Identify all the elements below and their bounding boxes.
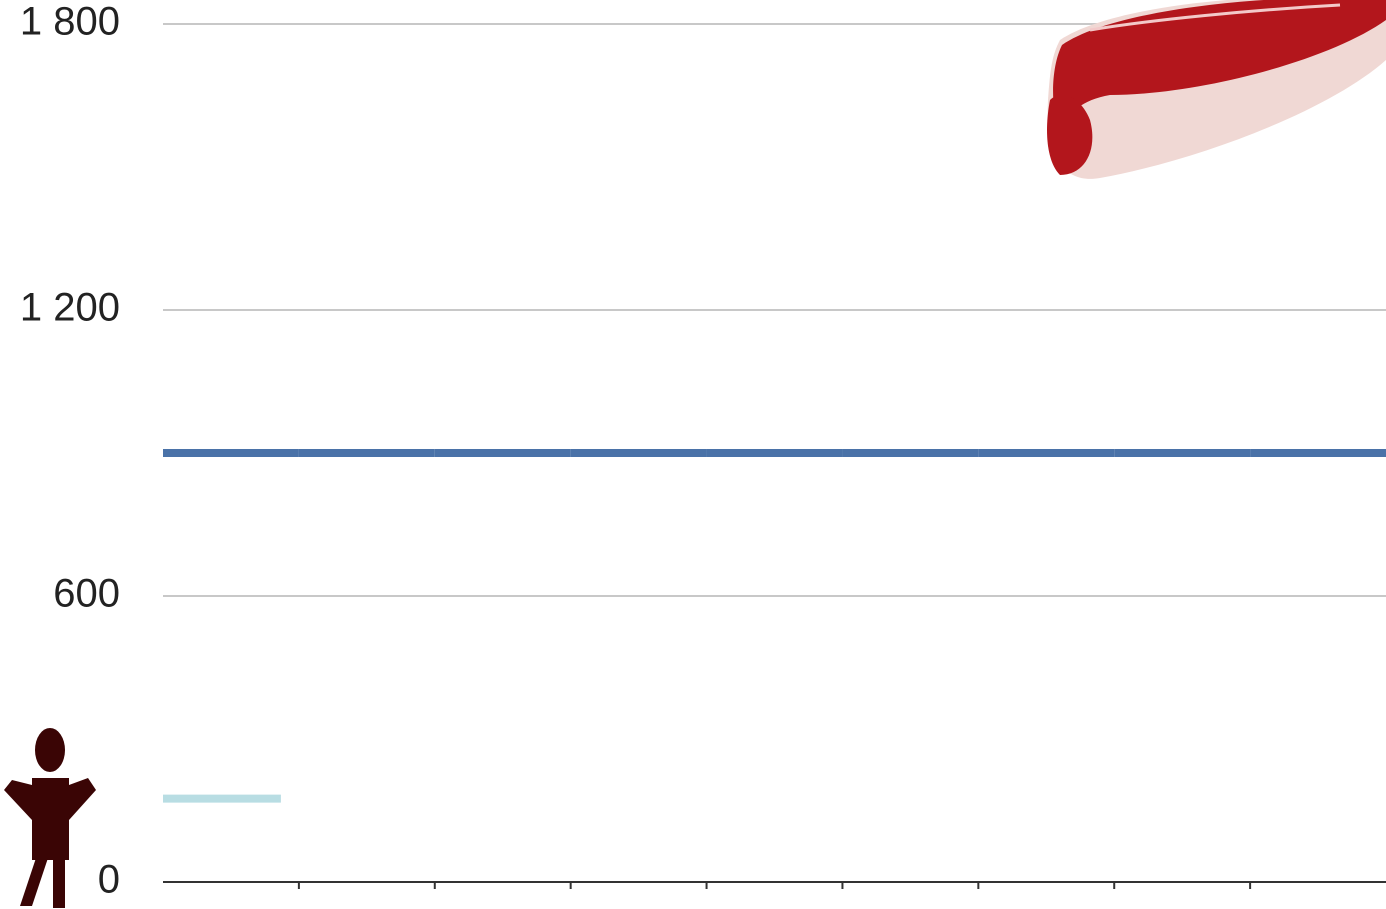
y-tick-label: 0 <box>98 858 120 902</box>
y-tick-label: 600 <box>53 572 120 616</box>
y-tick-label: 1 800 <box>20 0 120 44</box>
y-tick-label: 1 200 <box>20 286 120 330</box>
person-icon <box>4 728 96 908</box>
steak-image <box>1047 0 1386 179</box>
